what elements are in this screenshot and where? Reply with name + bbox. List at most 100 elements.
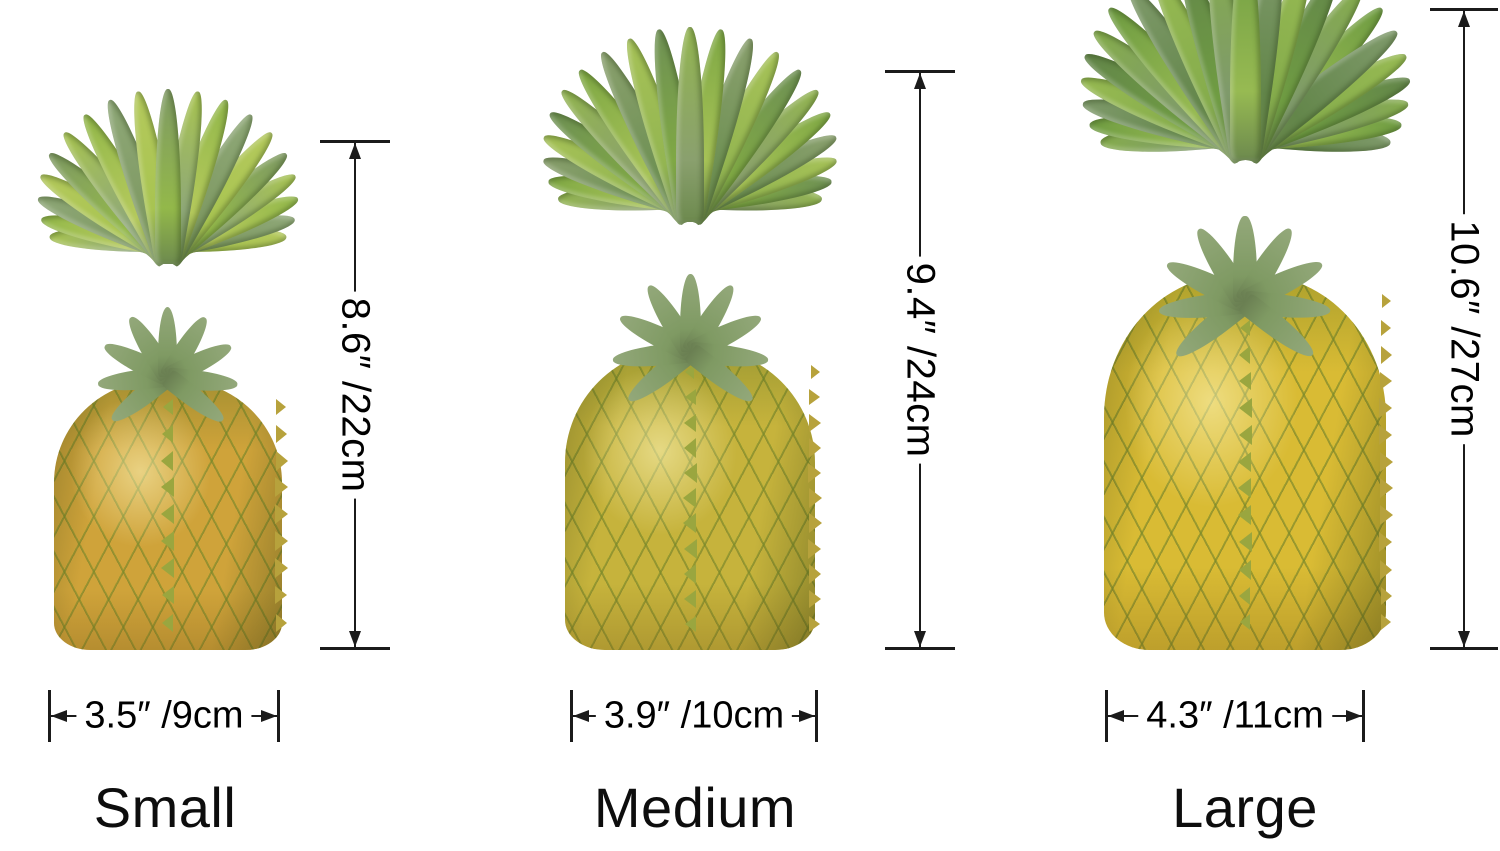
arrowhead-right-icon: [261, 710, 277, 722]
pineapple-medium: [538, 26, 842, 650]
dim-cap-left: [1105, 690, 1108, 742]
dim-cap-right: [815, 690, 818, 742]
scale-spike: [1239, 319, 1250, 336]
dim-cap-right: [277, 690, 280, 742]
scale-spike: [1380, 586, 1392, 605]
scale-spike: [1380, 559, 1393, 580]
scale-spike: [161, 558, 175, 579]
scale-spike: [683, 488, 697, 509]
dim-cap-right: [1362, 690, 1365, 742]
scale-spike: [1239, 372, 1252, 391]
scale-spike: [1238, 478, 1252, 499]
crown-leaf: [676, 26, 704, 222]
scale-spike: [160, 504, 174, 525]
arrowhead-down-icon: [1458, 631, 1470, 647]
scale-spike: [1379, 478, 1393, 499]
scale-spike: [1238, 424, 1252, 445]
arrowhead-left-icon: [51, 710, 67, 722]
height-dimension-large: 10.6″ /27cm: [1430, 8, 1498, 650]
crown-medium: [538, 26, 842, 409]
scale-spike: [684, 615, 696, 632]
arrowhead-up-icon: [1458, 11, 1470, 27]
scale-spike: [809, 564, 822, 585]
scale-spike: [276, 398, 287, 415]
dim-cap-bottom: [320, 647, 390, 650]
scale-spike: [1238, 505, 1252, 526]
scale-spike: [684, 389, 696, 406]
width-dimension-medium: 3.9″ /10cm: [570, 690, 818, 742]
scale-spike: [1239, 586, 1251, 605]
height-label-medium: 9.4″ /24cm: [897, 256, 943, 464]
scale-spike: [683, 463, 697, 484]
dim-cap-top: [885, 70, 955, 73]
scale-spike: [810, 365, 820, 380]
crown-leaf: [154, 88, 181, 264]
arrowhead-left-icon: [1108, 710, 1124, 722]
arrowhead-down-icon: [349, 631, 361, 647]
size-name-medium: Medium: [593, 776, 797, 839]
scale-spike: [274, 477, 288, 498]
dim-cap-top: [1430, 8, 1498, 11]
scale-spike: [809, 438, 822, 459]
width-label-large: 4.3″ /11cm: [1138, 694, 1332, 738]
scale-spike: [809, 615, 821, 632]
scale-spike: [1380, 346, 1392, 365]
scale-spike: [1379, 505, 1393, 526]
scale-spike: [1238, 451, 1252, 472]
width-label-medium: 3.9″ /10cm: [595, 694, 793, 738]
arrowhead-up-icon: [349, 143, 361, 159]
scale-spike: [809, 389, 821, 406]
crown-large: [1076, 0, 1414, 365]
scale-spike: [161, 450, 174, 471]
dim-cap-top: [320, 140, 390, 143]
dim-cap-left: [48, 690, 51, 742]
scale-spike: [1238, 398, 1252, 419]
width-dimension-small: 3.5″ /9cm: [48, 690, 280, 742]
scale-spike: [161, 477, 175, 498]
scale-spike: [1379, 451, 1393, 472]
crown-leaf: [1229, 0, 1261, 161]
arrowhead-right-icon: [1346, 710, 1362, 722]
scale-spike: [275, 613, 287, 632]
arrowhead-down-icon: [914, 631, 926, 647]
height-label-large: 10.6″ /27cm: [1441, 214, 1487, 444]
scale-spike: [808, 538, 822, 559]
height-dimension-small: 8.6″ /22cm: [320, 140, 390, 650]
height-label-small: 8.6″ /22cm: [332, 291, 378, 499]
scale-spike: [685, 365, 695, 380]
scale-spike: [683, 513, 697, 534]
pineapple-small: [34, 88, 301, 650]
scale-spike: [1381, 614, 1392, 631]
scale-spike: [1379, 372, 1392, 391]
scale-spike: [276, 424, 288, 443]
dim-cap-bottom: [885, 647, 955, 650]
scale-spike: [1239, 346, 1251, 365]
scale-spike: [808, 589, 821, 608]
scale-spike: [684, 413, 697, 432]
scale-spike: [275, 450, 288, 471]
scale-spike: [808, 513, 822, 534]
size-name-small: Small: [93, 776, 237, 839]
scale-spike: [162, 613, 174, 632]
arrowhead-up-icon: [914, 73, 926, 89]
scale-spike: [160, 531, 174, 552]
scale-spike: [808, 488, 822, 509]
scale-spike: [684, 589, 697, 608]
scale-spike: [1381, 293, 1391, 308]
scale-spike: [1238, 559, 1251, 580]
arrowhead-left-icon: [573, 710, 589, 722]
scale-spike: [275, 586, 288, 605]
arrowhead-right-icon: [799, 710, 815, 722]
scale-spike: [808, 413, 821, 432]
scale-spike: [275, 531, 289, 552]
scale-spike: [683, 538, 697, 559]
scale-spike: [1379, 424, 1393, 445]
size-name-large: Large: [1172, 776, 1318, 839]
height-dimension-medium: 9.4″ /24cm: [885, 70, 955, 650]
dim-cap-bottom: [1430, 647, 1498, 650]
scale-spike: [275, 504, 289, 525]
scale-spike: [1239, 614, 1250, 631]
dim-cap-left: [570, 690, 573, 742]
scale-spike: [161, 424, 173, 443]
